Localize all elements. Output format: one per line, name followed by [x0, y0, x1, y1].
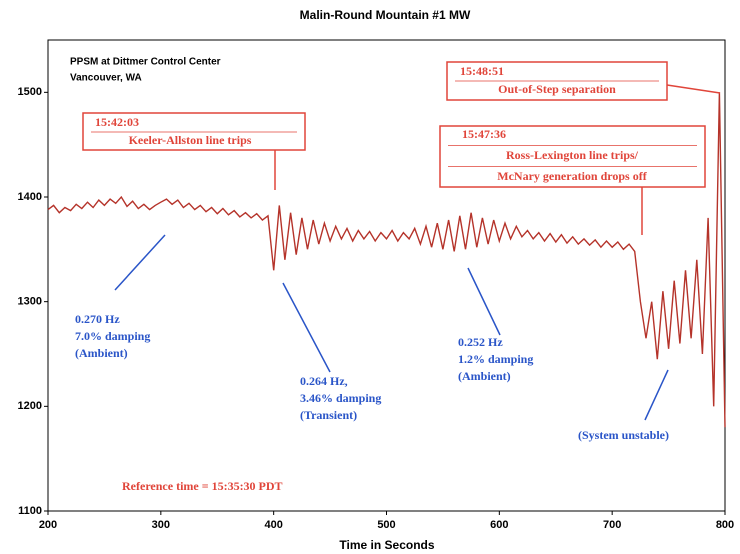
annotation-text: 15:48:51	[460, 64, 504, 78]
annotation-text: 1.2% damping	[458, 352, 533, 366]
annotation-text: Keeler-Allston line trips	[129, 133, 252, 147]
annotation-text: (Ambient)	[75, 346, 128, 360]
annotation-text: 7.0% damping	[75, 329, 150, 343]
annotation-text: Out-of-Step separation	[498, 82, 616, 96]
data-line	[47, 92, 726, 428]
annotation-text: Vancouver, WA	[70, 73, 142, 84]
annotation-text: 0.252 Hz	[458, 335, 503, 349]
annotation-text: (Ambient)	[458, 369, 511, 383]
y-tick-label: 1200	[18, 400, 42, 412]
x-tick-label: 800	[716, 519, 734, 531]
annotation-text: 3.46% damping	[300, 391, 381, 405]
annotation-text: PPSM at Dittmer Control Center	[70, 57, 221, 68]
annotation-box	[439, 125, 706, 188]
annotation-box	[82, 112, 306, 151]
annotation-box	[446, 61, 668, 101]
annotation-text: 15:47:36	[462, 127, 506, 141]
y-tick-label: 1100	[18, 505, 42, 517]
annotation-text: (System unstable)	[578, 428, 669, 442]
annotation-pointer	[282, 282, 331, 373]
x-tick-label: 700	[603, 519, 621, 531]
annotation-text: (Transient)	[300, 408, 357, 422]
annotation-text: Ross-Lexington line trips/	[506, 148, 639, 162]
annotation-text: 0.270 Hz	[75, 312, 120, 326]
x-tick-label: 300	[152, 519, 170, 531]
y-tick-label: 1500	[18, 86, 42, 98]
chart-title: Malin-Round Mountain #1 MW	[300, 8, 471, 22]
y-tick-label: 1300	[18, 296, 42, 308]
annotation-pointer	[114, 234, 166, 291]
x-tick-label: 200	[39, 519, 57, 531]
annotation-text: Reference time = 15:35:30 PDT	[122, 479, 283, 493]
x-tick-label: 400	[264, 519, 282, 531]
y-tick-label: 1400	[18, 191, 42, 203]
annotation-pointer	[644, 369, 669, 421]
x-tick-label: 600	[490, 519, 508, 531]
annotation-text: 15:42:03	[95, 115, 139, 129]
annotation-text: McNary generation drops off	[497, 169, 647, 183]
x-axis-label: Time in Seconds	[339, 538, 434, 552]
annotation-pointer	[467, 267, 501, 336]
annotation-pointer	[666, 84, 721, 94]
x-tick-label: 500	[377, 519, 395, 531]
annotation-text: 0.264 Hz,	[300, 374, 348, 388]
